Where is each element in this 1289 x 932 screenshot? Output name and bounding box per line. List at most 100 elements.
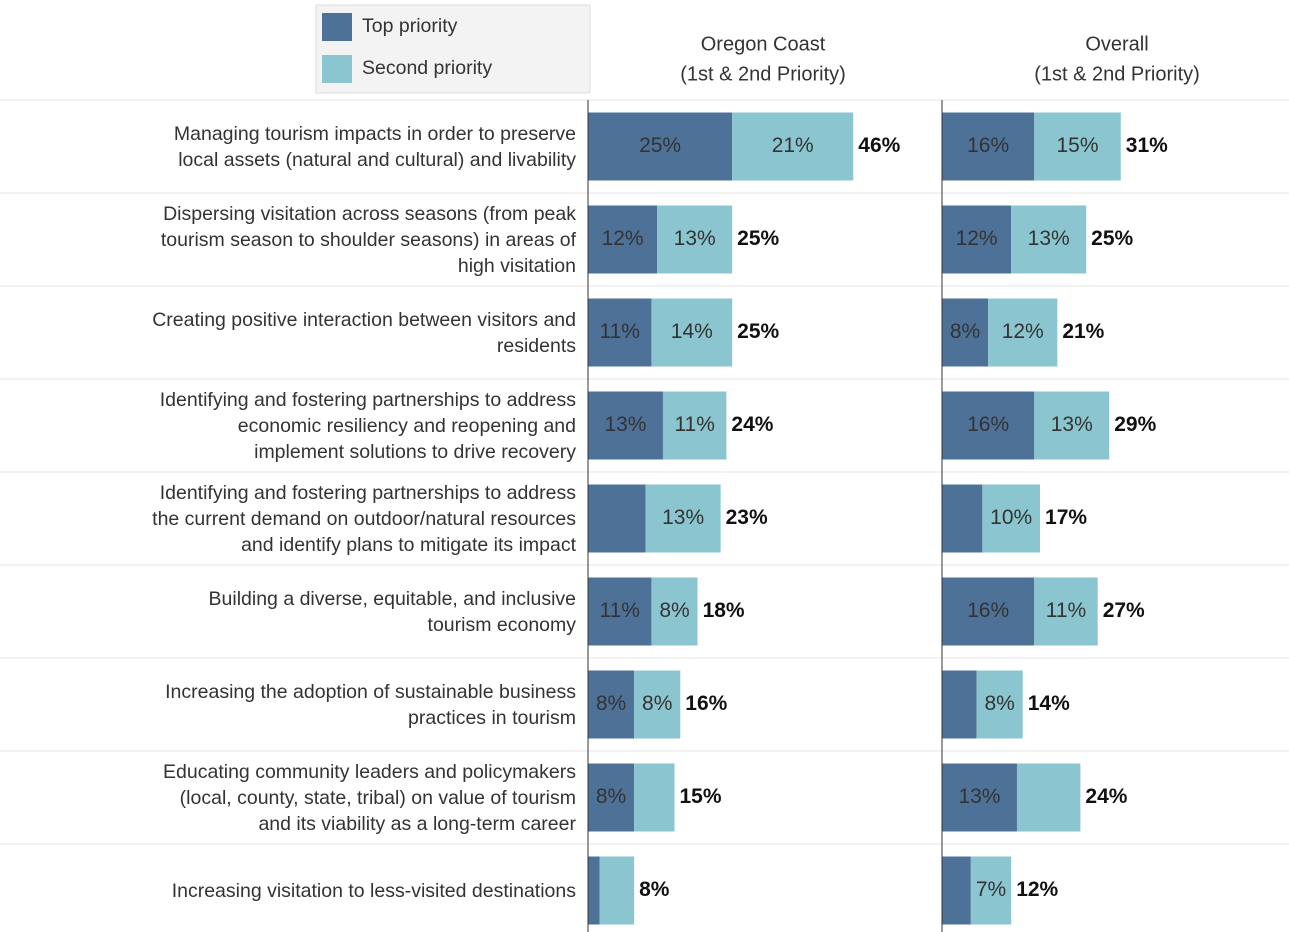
segment-label: 16% xyxy=(967,599,1009,622)
bar-segment xyxy=(942,763,1017,832)
bar-segment xyxy=(588,112,733,181)
segment-label: 10% xyxy=(990,506,1032,529)
bar-segment xyxy=(942,391,1035,460)
category-label: Creating positive interaction between vi… xyxy=(152,308,576,357)
bar-segment xyxy=(588,856,600,925)
panel-title: Oregon Coast xyxy=(701,33,826,55)
bar-segment xyxy=(942,112,1035,181)
total-label: 24% xyxy=(1085,785,1127,808)
bar-segment xyxy=(645,484,721,553)
bar-segment xyxy=(1034,391,1110,460)
segment-label: 14% xyxy=(671,320,713,343)
total-label: 25% xyxy=(1091,227,1133,250)
bar-segment xyxy=(942,205,1012,274)
panel-subtitle: (1st & 2nd Priority) xyxy=(680,63,846,85)
bar-segment xyxy=(942,856,971,925)
segment-label: 11% xyxy=(599,320,639,343)
segment-label: 11% xyxy=(599,599,639,622)
bar-segment xyxy=(588,763,635,832)
legend-label: Top priority xyxy=(362,15,458,37)
bar-segment xyxy=(657,205,733,274)
total-label: 31% xyxy=(1126,134,1168,157)
panel-subtitle: (1st & 2nd Priority) xyxy=(1034,63,1200,85)
category-label: Dispersing visitation across seasons (fr… xyxy=(160,202,576,277)
bar-segment xyxy=(942,577,1035,646)
segment-label: 12% xyxy=(602,227,644,250)
bar-segment xyxy=(588,205,658,274)
segment-label: 13% xyxy=(604,413,646,436)
bar-segment xyxy=(1034,577,1098,646)
segment-label: 8% xyxy=(596,785,626,808)
bar-segment xyxy=(651,577,698,646)
segment-label: 16% xyxy=(967,134,1009,157)
bar-segment xyxy=(588,298,652,367)
total-label: 27% xyxy=(1103,599,1145,622)
total-label: 46% xyxy=(858,134,900,157)
bar-segment xyxy=(634,670,681,739)
bar-segment xyxy=(1016,763,1081,832)
total-label: 24% xyxy=(731,413,773,436)
total-label: 18% xyxy=(703,599,745,622)
total-label: 15% xyxy=(680,785,722,808)
bar-segment xyxy=(1034,112,1121,181)
category-label: Identifying and fostering partnerships t… xyxy=(159,388,576,463)
bar-segment xyxy=(942,484,983,553)
total-label: 8% xyxy=(639,878,670,901)
segment-label: 11% xyxy=(1046,599,1086,622)
segment-label: 13% xyxy=(958,785,1000,808)
total-label: 17% xyxy=(1045,506,1087,529)
segment-label: 13% xyxy=(1028,227,1070,250)
segment-label: 8% xyxy=(642,692,672,715)
bar-segment xyxy=(976,670,1023,739)
total-label: 25% xyxy=(737,227,779,250)
bar-segment xyxy=(588,577,652,646)
bar-segment xyxy=(634,763,675,832)
bar-segment xyxy=(599,856,635,925)
bar-segment xyxy=(662,391,727,460)
segment-label: 7% xyxy=(976,878,1006,901)
total-label: 12% xyxy=(1016,878,1058,901)
segment-label: 12% xyxy=(1002,320,1044,343)
category-label: Increasing the adoption of sustainable b… xyxy=(165,680,576,729)
bar-segment xyxy=(651,298,733,367)
legend-swatch xyxy=(322,55,352,83)
segment-label: 13% xyxy=(1051,413,1093,436)
bar-segment xyxy=(588,484,646,553)
bar-segment xyxy=(942,298,989,367)
segment-label: 25% xyxy=(639,134,681,157)
total-label: 23% xyxy=(726,506,768,529)
segment-label: 8% xyxy=(950,320,980,343)
bar-segment xyxy=(588,670,635,739)
bar-segment xyxy=(942,670,977,739)
category-label: Educating community leaders and policyma… xyxy=(163,760,576,835)
segment-label: 15% xyxy=(1057,134,1099,157)
total-label: 25% xyxy=(737,320,779,343)
bar-segment xyxy=(732,112,854,181)
category-label: Identifying and fostering partnerships t… xyxy=(152,481,576,556)
category-label: Increasing visitation to less-visited de… xyxy=(171,879,576,902)
total-label: 16% xyxy=(685,692,727,715)
legend xyxy=(315,4,591,94)
bar-segment xyxy=(988,298,1058,367)
category-label: Building a diverse, equitable, and inclu… xyxy=(208,587,576,636)
total-label: 21% xyxy=(1062,320,1104,343)
category-label: Managing tourism impacts in order to pre… xyxy=(173,122,576,171)
panel-title: Overall xyxy=(1085,33,1148,55)
total-label: 14% xyxy=(1028,692,1070,715)
bar-segment xyxy=(588,391,663,460)
segment-label: 8% xyxy=(659,599,689,622)
segment-label: 13% xyxy=(662,506,704,529)
bar-segment xyxy=(1011,205,1087,274)
bar-segment xyxy=(970,856,1012,925)
segment-label: 12% xyxy=(956,227,998,250)
legend-swatch xyxy=(322,13,352,41)
total-label: 29% xyxy=(1114,413,1156,436)
segment-label: 13% xyxy=(674,227,716,250)
segment-label: 8% xyxy=(596,692,626,715)
segment-label: 21% xyxy=(772,134,814,157)
segment-label: 16% xyxy=(967,413,1009,436)
segment-label: 11% xyxy=(674,413,714,436)
bar-segment xyxy=(982,484,1041,553)
